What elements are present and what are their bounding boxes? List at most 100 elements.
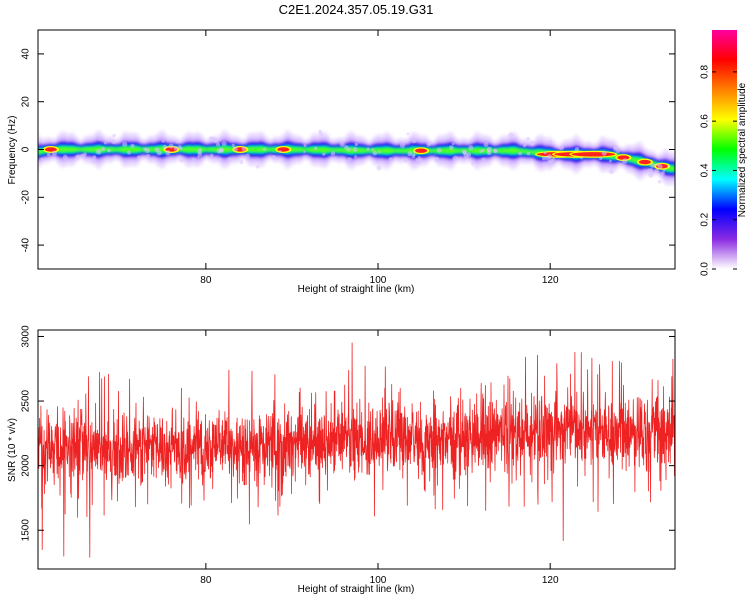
spectrogram-speckle (352, 147, 358, 153)
spectrogram-speckle (127, 150, 131, 155)
spectrogram-speckle (303, 150, 306, 154)
spectrogram-speckle (508, 161, 512, 165)
snr-x-tick-label: 80 (200, 575, 212, 586)
spectrogram-speckle (542, 163, 546, 167)
spectrogram-speckle (91, 158, 97, 164)
spectrogram-speckle (529, 140, 535, 146)
snr-series (38, 333, 675, 558)
spectrogram-x-ticks: 80 100 120 (200, 30, 559, 286)
spectrogram-speckle (107, 148, 111, 153)
spectrogram-speckle (558, 144, 565, 151)
colorbar: 0.0 0.2 0.4 0.6 0.8 Normalized spectral ampl… (700, 30, 748, 276)
spectrogram-speckle (399, 142, 406, 149)
spectrogram-speckle (161, 139, 165, 143)
spectrogram-speckle (208, 136, 214, 141)
spectrogram-speckle (173, 146, 179, 151)
spectrogram-speckle (130, 143, 135, 149)
colorbar-tick-label: 0.4 (700, 163, 711, 177)
spectrogram-speckle (376, 165, 382, 171)
spectrogram-speckle (306, 140, 309, 143)
spectrogram-y-ticks: -40 -20 0 20 40 (21, 48, 675, 252)
spectrogram-speckle (46, 152, 51, 157)
spectrogram-x-tick-label: 80 (200, 275, 212, 286)
spectrogram-y-tick-label: -20 (21, 190, 32, 205)
spectrogram-speckle (154, 147, 160, 153)
spectrogram-y-tick-label: 20 (21, 96, 32, 108)
spectrogram-speckle (518, 151, 523, 156)
spectrogram-speckle (493, 148, 498, 154)
spectrogram-speckle (366, 147, 370, 151)
spectrogram-speckle (371, 148, 375, 151)
spectrogram-speckle (354, 142, 358, 147)
spectrogram-speckle (580, 156, 583, 160)
spectrogram-speckle (216, 148, 222, 154)
spectrogram-speckle (471, 162, 475, 166)
spectrogram-speckle (522, 144, 526, 148)
spectrogram-speckle (168, 143, 174, 149)
spectrogram-speckle (648, 173, 654, 178)
snr-panel: 80 100 120 1500 2000 2500 3000 Height of stra… (7, 325, 676, 595)
spectrogram-speckle (608, 159, 612, 163)
spectrogram-speckle (191, 157, 196, 162)
colorbar-label: Normalized spectral amplitude (737, 82, 748, 217)
spectrogram-speckle (318, 129, 323, 134)
spectrogram-speckle (377, 150, 381, 154)
spectrogram-y-tick-label: 0 (21, 146, 32, 152)
snr-x-tick-label: 120 (542, 575, 559, 586)
snr-y-ticks: 1500 2000 2500 3000 (21, 325, 675, 541)
spectrogram-speckle (136, 155, 141, 160)
spectrogram-band-green (38, 146, 675, 172)
spectrogram-y-tick-label: -40 (21, 237, 32, 252)
spectrogram-speckle (314, 146, 318, 150)
spectrogram-speckle (347, 157, 352, 162)
snr-frame (37, 329, 676, 570)
spectrogram-speckle (412, 153, 416, 157)
spectrogram-panel: 80 100 120 -40 -20 0 20 40 Height of straight … (7, 29, 676, 295)
spectrogram-speckle (92, 155, 97, 159)
spectrogram-speckle (549, 140, 553, 144)
spectrogram-speckle (209, 153, 214, 158)
chart-title: C2E1.2024.357.05.19.G31 (279, 2, 434, 17)
spectrogram-speckle (255, 165, 260, 169)
spectrogram-speckle (526, 136, 531, 141)
colorbar-scale (712, 30, 737, 269)
spectrogram-speckle (418, 157, 423, 162)
spectrogram-speckle (486, 146, 492, 153)
spectrogram-speckle (175, 139, 179, 144)
spectrogram-speckle (100, 146, 106, 152)
spectrogram-speckle (388, 157, 393, 161)
spectrogram-speckle (539, 164, 543, 168)
spectrogram-speckle (608, 168, 614, 175)
spectrogram-speckle (245, 153, 251, 159)
spectrogram-speckle (541, 156, 546, 161)
spectrogram-speckle (657, 164, 663, 170)
spectrogram-speckle (547, 154, 552, 159)
spectrogram-speckle (221, 141, 227, 147)
spectrogram-speckle (339, 141, 345, 148)
spectrogram-speckle (372, 150, 378, 156)
spectrogram-speckle (96, 149, 102, 155)
spectrogram-speckle (411, 138, 417, 144)
spectrogram-hot-spot (44, 147, 57, 152)
spectrogram-speckle (231, 143, 235, 148)
spectrogram-speckle (199, 148, 202, 151)
colorbar-tick-label: 0.6 (700, 114, 711, 128)
spectrogram-speckle (657, 179, 662, 184)
spectrogram-speckle (660, 171, 665, 176)
spectrogram-speckle (406, 132, 410, 136)
snr-y-axis-label: SNR (10 * v/v) (7, 418, 18, 482)
spectrogram-speckle (466, 152, 472, 157)
spectrogram-x-axis-label: Height of straight line (km) (298, 284, 415, 295)
snr-line (38, 333, 675, 558)
spectrogram-speckle (98, 137, 102, 141)
spectrogram-x-tick-label: 120 (542, 275, 559, 286)
spectrogram-speckle (415, 157, 420, 162)
spectrogram-speckle (452, 155, 459, 161)
colorbar-tick-label: 0.0 (700, 262, 711, 276)
spectrogram-speckle (622, 158, 628, 164)
spectrogram-speckle (428, 141, 432, 146)
spectrogram-speckle (608, 141, 612, 146)
spectrogram-speckle (111, 139, 116, 144)
spectrogram-speckle (650, 163, 655, 168)
spectrogram-speckle (599, 156, 603, 160)
